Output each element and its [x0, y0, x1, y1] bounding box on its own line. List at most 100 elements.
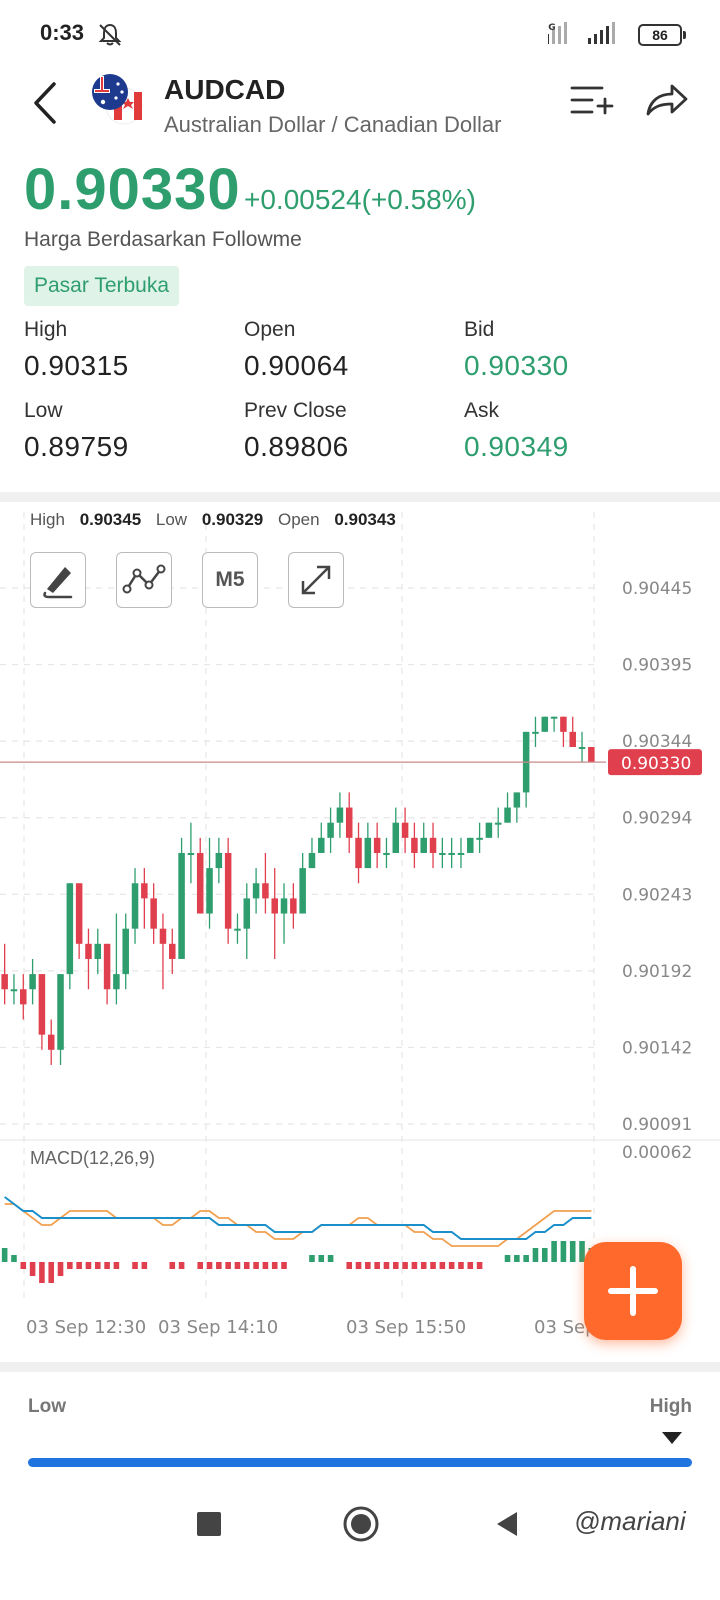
- macd-histogram-bar: [1, 1248, 8, 1262]
- macd-histogram-bar: [57, 1262, 64, 1276]
- stat-low: Low 0.89759: [24, 399, 244, 463]
- notifications-muted-icon: [98, 23, 122, 46]
- candle-body: [169, 943, 176, 959]
- macd-histogram-bar: [271, 1262, 278, 1269]
- ohlc-open-label: Open: [278, 510, 320, 529]
- y-tick-label: 0.90344: [622, 732, 692, 752]
- stat-label: Prev Close: [244, 399, 347, 422]
- timeframe-button[interactable]: M5: [202, 552, 258, 608]
- recent-apps-icon[interactable]: [197, 1512, 221, 1536]
- macd-histogram-bar: [104, 1262, 110, 1269]
- back-arrow-icon[interactable]: [28, 78, 68, 128]
- macd-histogram-bar: [458, 1262, 464, 1269]
- candle-body: [215, 852, 223, 869]
- candle-body: [504, 807, 511, 823]
- candle-body: [10, 989, 18, 992]
- macd-histogram-bar: [355, 1262, 362, 1269]
- macd-histogram-bar: [504, 1255, 511, 1262]
- candle-body: [206, 868, 213, 914]
- candle-body: [66, 883, 74, 975]
- candle-body: [439, 852, 446, 855]
- macd-histogram-bar: [541, 1248, 548, 1262]
- macd-histogram-bar: [206, 1262, 213, 1269]
- share-icon[interactable]: [644, 80, 690, 120]
- y-tick-label: 0.90192: [622, 962, 692, 982]
- stat-bid: Bid 0.90330: [464, 318, 684, 382]
- stat-value: 0.90064: [244, 350, 349, 381]
- macd-histogram-bar: [262, 1262, 269, 1269]
- currency-flags-icon: [92, 74, 143, 125]
- macd-histogram-bar: [448, 1262, 455, 1269]
- drawing-tool-button[interactable]: [30, 552, 86, 608]
- candle-body: [550, 716, 558, 719]
- candle-body: [29, 974, 36, 990]
- stat-value: 0.90315: [24, 350, 129, 381]
- indicator-button[interactable]: [116, 552, 172, 608]
- macd-histogram-bar: [76, 1262, 82, 1269]
- price-chart[interactable]: 0.90445 0.90395 0.90344 0.90294 0.90243 0.901…: [0, 502, 720, 1362]
- macd-histogram-bar: [579, 1241, 585, 1262]
- macd-histogram-bar: [560, 1241, 567, 1262]
- ohlc-high-label: High: [30, 510, 65, 529]
- candle-body: [252, 883, 260, 899]
- macd-histogram-bar: [411, 1262, 418, 1269]
- y-tick-label: 0.90395: [622, 656, 692, 676]
- candle-body: [448, 852, 455, 855]
- price-source-note: Harga Berdasarkan Followme: [24, 228, 302, 251]
- candle-body: [420, 837, 427, 853]
- candle-body: [392, 822, 400, 853]
- price-change: +0.00524(+0.58%): [244, 184, 476, 215]
- battery-indicator: 86: [638, 24, 686, 46]
- candle-body: [318, 837, 325, 853]
- macd-histogram-bar: [514, 1255, 520, 1262]
- stat-value: 0.90349: [464, 431, 569, 462]
- candle-body: [122, 928, 129, 975]
- candle-body: [476, 837, 483, 840]
- candle-body: [401, 822, 409, 838]
- macd-histogram-bar: [141, 1262, 148, 1269]
- stat-ask: Ask 0.90349: [464, 399, 684, 463]
- macd-histogram-bar: [430, 1262, 436, 1269]
- candle-body: [159, 928, 167, 944]
- macd-histogram-bar: [113, 1262, 120, 1269]
- candle-body: [271, 898, 278, 914]
- y-tick-label: 0.90294: [622, 809, 692, 829]
- current-price-tag-label: 0.90330: [621, 754, 691, 774]
- x-tick-label: 03 Sep 15:50: [346, 1317, 466, 1338]
- plus-icon: [608, 1266, 658, 1316]
- back-triangle-icon[interactable]: [493, 1510, 521, 1538]
- macd-histogram-bar: [467, 1262, 474, 1269]
- macd-histogram-bar: [365, 1262, 371, 1269]
- y-tick-label: 0.90091: [622, 1115, 692, 1135]
- candle-body: [467, 837, 474, 853]
- macd-histogram-bar: [532, 1248, 539, 1262]
- signal-icon: 4G: [548, 22, 615, 44]
- candle-body: [103, 943, 111, 990]
- candle-body: [345, 807, 353, 838]
- candle-body: [308, 852, 316, 869]
- candle-body: [457, 852, 465, 855]
- stat-value: 0.90330: [464, 350, 569, 381]
- candle-body: [150, 898, 157, 929]
- timeframe-label: M5: [215, 568, 245, 591]
- candle-body: [569, 731, 576, 747]
- candle-body: [47, 1034, 55, 1050]
- add-order-button[interactable]: [584, 1242, 682, 1340]
- candle-body: [113, 974, 120, 990]
- macd-indicator-label: MACD(12,26,9): [30, 1148, 156, 1168]
- candle-body: [38, 974, 46, 1035]
- candle-body: [588, 746, 595, 763]
- macd-histogram-bar: [29, 1262, 36, 1276]
- ohlc-open-value: 0.90343: [334, 510, 396, 529]
- candle-body: [131, 883, 139, 929]
- status-time: 0:33: [40, 20, 85, 45]
- macd-histogram-bar: [253, 1262, 259, 1269]
- macd-histogram-bar: [392, 1262, 399, 1269]
- add-to-watchlist-icon[interactable]: [568, 82, 614, 122]
- candle-body: [364, 837, 372, 869]
- candle-body: [411, 837, 418, 853]
- home-icon[interactable]: [342, 1505, 380, 1543]
- fullscreen-button[interactable]: [288, 552, 344, 608]
- macd-histogram-bar: [11, 1255, 17, 1262]
- candle-body: [513, 792, 521, 808]
